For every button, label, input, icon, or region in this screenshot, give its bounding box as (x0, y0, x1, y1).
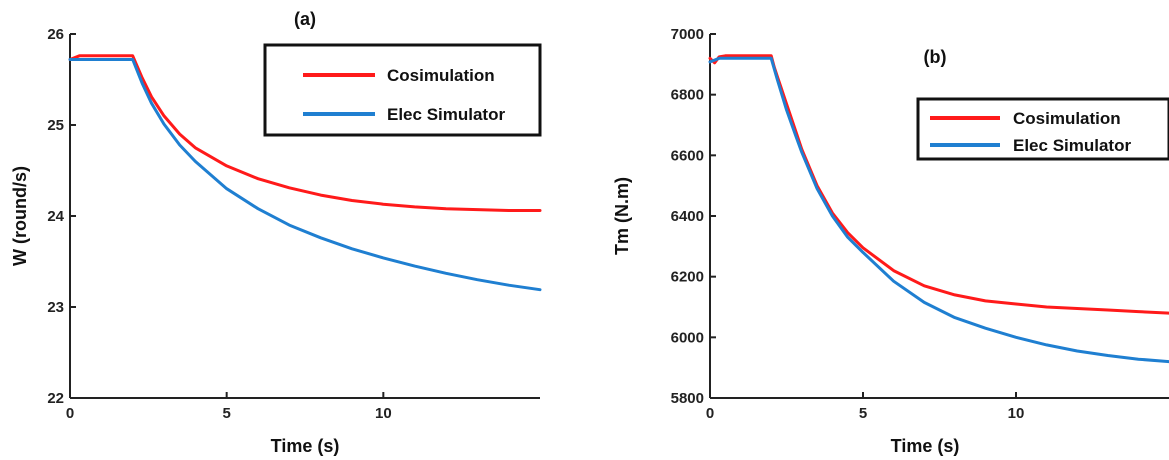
panel-label: (a) (294, 9, 316, 29)
y-tick-label: 22 (47, 390, 64, 407)
y-tick-label: 25 (47, 117, 64, 134)
y-tick-label: 6600 (671, 147, 704, 164)
x-tick-label: 0 (66, 405, 74, 422)
x-tick-label: 0 (706, 405, 714, 422)
chart-panel-a: 22 23 24 25 26 0 5 10 Time (s) W (round/s) (a) Cosi… (10, 9, 542, 456)
x-tick-label: 5 (859, 405, 867, 422)
series-line-elec-simulator (708, 56, 1169, 364)
y-axis-label: W (round/s) (10, 166, 30, 266)
legend-box (263, 43, 542, 137)
y-tick-label: 5800 (671, 390, 704, 407)
x-tick-label: 5 (222, 405, 230, 422)
x-tick-label: 10 (375, 405, 392, 422)
y-tick-label: 26 (47, 26, 64, 43)
series-line-elec-simulator (68, 58, 542, 292)
series-line-cosimulation (708, 54, 1169, 315)
legend: Cosimulation Elec Simulator (916, 97, 1169, 161)
x-axis-label: Time (s) (271, 436, 340, 456)
y-tick-label: 6800 (671, 87, 704, 104)
x-axis-label: Time (s) (891, 436, 960, 456)
series-line-cosimulation (68, 54, 542, 212)
legend-label: Cosimulation (1013, 109, 1121, 128)
y-tick-label: 6000 (671, 329, 704, 346)
y-tick-label: 6200 (671, 269, 704, 286)
chart-panel-b: 5800 6000 6200 6400 6600 6800 7000 0 5 10 Time (s)… (612, 26, 1169, 456)
legend-box (916, 97, 1169, 161)
panel-label: (b) (924, 47, 947, 67)
legend: Cosimulation Elec Simulator (263, 43, 542, 137)
y-tick-label: 24 (47, 208, 64, 225)
legend-label: Elec Simulator (387, 105, 505, 124)
y-axis-label: Tm (N.m) (612, 177, 632, 255)
x-tick-label: 10 (1008, 405, 1025, 422)
y-tick-label: 23 (47, 299, 64, 316)
y-tick-label: 7000 (671, 26, 704, 43)
legend-label: Cosimulation (387, 66, 495, 85)
y-tick-label: 6400 (671, 208, 704, 225)
legend-label: Elec Simulator (1013, 136, 1131, 155)
